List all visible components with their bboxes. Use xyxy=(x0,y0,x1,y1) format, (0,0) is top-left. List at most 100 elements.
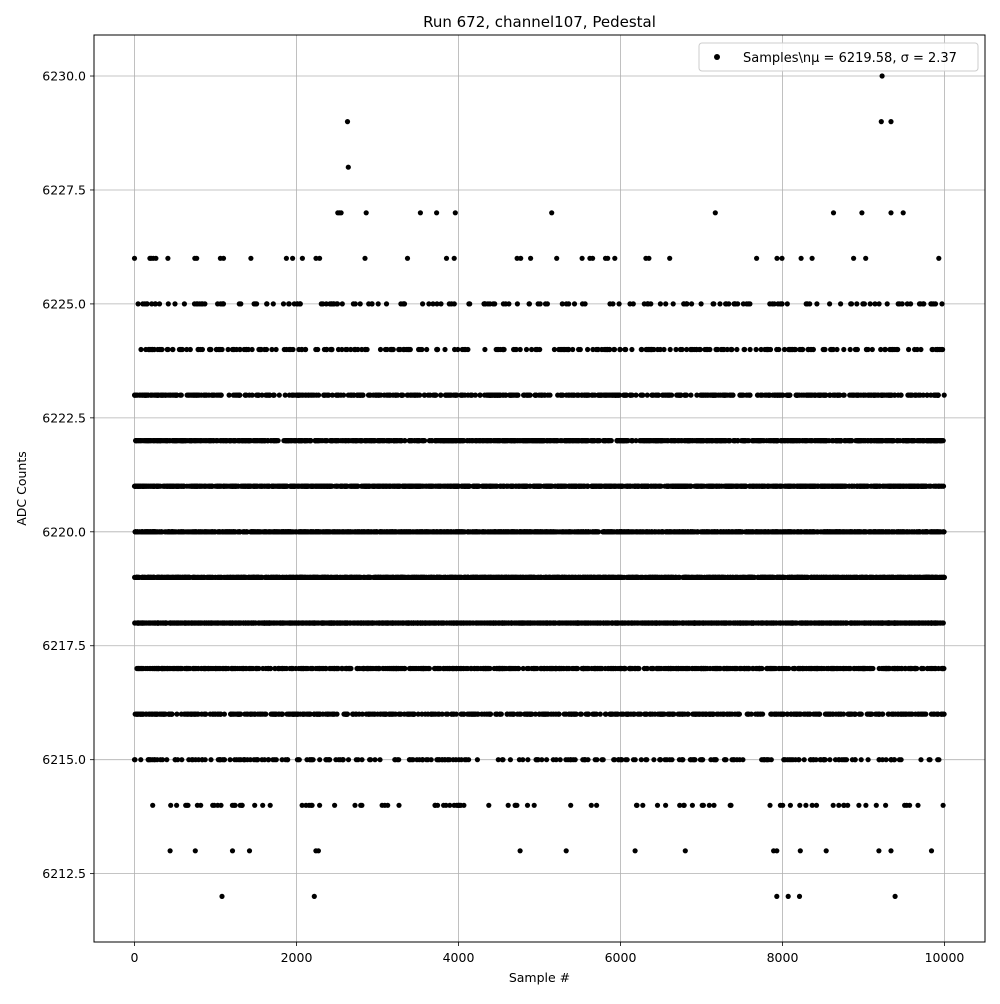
data-point xyxy=(643,757,648,762)
data-point xyxy=(891,712,896,717)
data-point xyxy=(477,620,482,625)
data-point xyxy=(735,712,740,717)
data-point xyxy=(354,575,359,580)
data-point xyxy=(429,757,434,762)
data-point xyxy=(611,757,616,762)
data-point xyxy=(703,712,708,717)
data-point xyxy=(296,757,301,762)
data-point xyxy=(803,712,808,717)
data-point xyxy=(571,757,576,762)
data-point xyxy=(465,620,470,625)
data-point xyxy=(635,666,640,671)
data-point xyxy=(239,620,244,625)
data-point xyxy=(732,757,737,762)
data-point xyxy=(876,712,881,717)
data-point xyxy=(228,757,233,762)
data-point xyxy=(725,666,730,671)
data-point xyxy=(650,620,655,625)
data-point xyxy=(844,620,849,625)
data-point xyxy=(186,712,191,717)
data-point xyxy=(279,575,284,580)
data-point xyxy=(245,757,250,762)
data-point xyxy=(193,757,198,762)
data-point xyxy=(849,620,854,625)
data-point xyxy=(859,757,864,762)
data-point xyxy=(310,666,315,671)
data-point xyxy=(784,620,789,625)
data-point xyxy=(679,757,684,762)
data-point xyxy=(321,666,326,671)
data-point xyxy=(525,757,530,762)
data-point xyxy=(138,757,143,762)
data-point xyxy=(558,757,563,762)
data-point xyxy=(852,712,857,717)
data-point xyxy=(582,620,587,625)
data-point xyxy=(253,575,258,580)
data-point xyxy=(681,620,686,625)
data-point xyxy=(898,575,903,580)
data-point xyxy=(449,712,454,717)
data-point xyxy=(858,712,863,717)
data-point xyxy=(714,666,719,671)
data-point xyxy=(511,712,516,717)
data-point xyxy=(194,620,199,625)
data-point xyxy=(272,620,277,625)
data-point xyxy=(497,666,502,671)
data-point xyxy=(277,666,282,671)
data-point xyxy=(409,757,414,762)
data-point xyxy=(376,575,381,580)
data-point xyxy=(539,620,544,625)
data-point xyxy=(557,620,562,625)
data-point xyxy=(591,712,596,717)
data-point xyxy=(164,757,169,762)
data-point xyxy=(182,620,187,625)
data-point xyxy=(387,712,392,717)
data-point xyxy=(334,666,339,671)
data-point xyxy=(435,575,440,580)
data-point xyxy=(475,757,480,762)
data-point xyxy=(150,620,155,625)
data-point xyxy=(621,666,626,671)
data-point xyxy=(544,620,549,625)
data-point xyxy=(756,666,761,671)
data-point xyxy=(891,757,896,762)
data-point xyxy=(509,620,514,625)
data-point xyxy=(727,712,732,717)
data-point xyxy=(536,757,541,762)
data-point xyxy=(824,620,829,625)
data-point xyxy=(256,666,261,671)
data-point xyxy=(576,575,581,580)
data-point xyxy=(744,666,749,671)
data-point xyxy=(213,575,218,580)
data-point xyxy=(903,575,908,580)
data-point xyxy=(819,666,824,671)
data-point xyxy=(512,575,517,580)
data-point xyxy=(582,757,587,762)
data-point xyxy=(853,757,858,762)
data-point xyxy=(309,757,314,762)
data-point xyxy=(880,575,885,580)
data-point xyxy=(789,575,794,580)
data-point xyxy=(249,620,254,625)
data-point xyxy=(897,757,902,762)
data-point xyxy=(517,757,522,762)
data-point xyxy=(368,757,373,762)
data-point xyxy=(705,575,710,580)
data-point xyxy=(783,757,788,762)
data-point xyxy=(776,666,781,671)
data-point xyxy=(798,666,803,671)
data-point xyxy=(692,757,697,762)
data-point xyxy=(263,575,268,580)
data-point xyxy=(551,712,556,717)
data-point xyxy=(289,666,294,671)
data-point xyxy=(312,712,317,717)
data-point xyxy=(461,666,466,671)
data-point xyxy=(616,757,621,762)
data-point xyxy=(396,666,401,671)
data-point xyxy=(394,575,399,580)
data-point xyxy=(236,712,241,717)
data-point xyxy=(896,712,901,717)
data-point xyxy=(158,620,163,625)
data-point xyxy=(603,712,608,717)
